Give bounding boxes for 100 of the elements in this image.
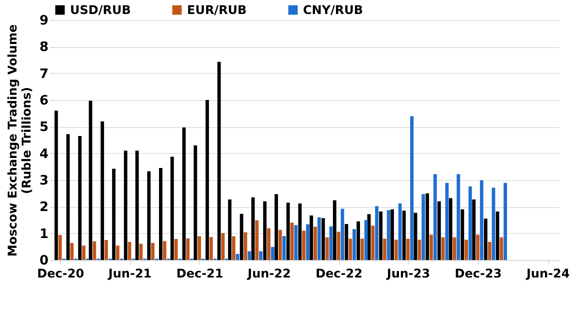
bar: [298, 203, 302, 260]
x-tick-label: Dec-20: [37, 266, 84, 280]
bar: [426, 193, 430, 260]
bar: [430, 234, 433, 260]
bar: [460, 209, 464, 260]
bar: [240, 214, 244, 260]
y-tick-label: 9: [39, 14, 48, 28]
y-tick-label: 8: [39, 40, 48, 56]
bar: [263, 201, 267, 260]
bar: [147, 171, 151, 260]
bar: [186, 238, 190, 260]
bar: [228, 199, 232, 260]
bar: [410, 116, 414, 260]
bar: [422, 194, 425, 260]
bar: [468, 186, 472, 260]
bar: [82, 246, 86, 260]
bar: [402, 210, 406, 260]
bar: [70, 242, 74, 260]
bar: [352, 229, 356, 260]
y-axis-title: Moscow Exchange Trading Volume (Ruble Trillions): [5, 24, 34, 257]
bar: [162, 241, 166, 260]
y-tick-label: 7: [39, 66, 48, 82]
bar: [321, 218, 325, 260]
legend-label: EUR/RUB: [187, 3, 247, 17]
bar: [217, 62, 221, 260]
bar: [356, 221, 360, 260]
bar: [364, 220, 368, 260]
legend-label: USD/RUB: [70, 3, 131, 17]
bar: [500, 237, 504, 260]
bar: [472, 199, 476, 260]
bar: [286, 202, 290, 260]
bar: [379, 211, 382, 260]
bar: [170, 156, 174, 260]
x-tick-label: Jun-21: [107, 266, 152, 280]
bar: [104, 240, 108, 260]
bar: [348, 238, 352, 260]
bar: [124, 150, 128, 260]
bar: [58, 234, 62, 260]
y-tick-label: 4: [39, 146, 48, 162]
legend-label: CNY/RUB: [303, 3, 364, 17]
bar: [456, 174, 460, 260]
bar: [306, 224, 310, 260]
bar: [248, 251, 252, 260]
bar: [255, 220, 259, 260]
bar: [480, 180, 484, 260]
bar: [112, 168, 116, 260]
bar: [433, 174, 437, 260]
bar: [386, 210, 390, 260]
bar: [206, 100, 209, 260]
bar: [151, 242, 154, 260]
x-tick-label: Dec-23: [454, 266, 502, 280]
bar: [174, 238, 178, 260]
x-tick-label: Jun-24: [525, 266, 570, 280]
bar: [116, 246, 120, 260]
bar: [78, 136, 82, 260]
bar: [504, 182, 508, 260]
bar: [302, 230, 306, 260]
bar: [317, 217, 321, 260]
bar: [488, 242, 492, 260]
bar: [92, 241, 96, 260]
bar: [278, 230, 282, 260]
y-tick-label: 3: [39, 174, 48, 188]
y-tick-label: 2: [39, 200, 48, 216]
bar: [209, 237, 213, 260]
bar: [445, 182, 449, 260]
bar: [325, 237, 329, 260]
bar: [310, 215, 314, 260]
bar: [139, 244, 143, 260]
bar: [394, 240, 398, 260]
bar: [418, 240, 422, 260]
y-tick-label: 5: [39, 120, 48, 136]
bar: [464, 240, 468, 260]
bar: [371, 226, 375, 260]
bar: [382, 238, 386, 260]
bar: [294, 225, 298, 260]
bar: [54, 110, 58, 260]
bar: [274, 194, 278, 260]
bar: [282, 236, 286, 260]
bar: [270, 246, 274, 260]
bar: [198, 236, 202, 260]
bar: [375, 206, 378, 260]
bar: [135, 150, 139, 260]
bar: [267, 228, 270, 260]
bar: [314, 226, 317, 260]
bar: [159, 168, 162, 260]
x-tick-label: Jun-23: [386, 266, 430, 280]
bar: [437, 201, 441, 260]
bar: [194, 145, 198, 260]
bar: [259, 251, 263, 260]
bar: [390, 209, 394, 260]
bar: [360, 238, 364, 260]
bar: [476, 234, 480, 260]
bar: [448, 198, 452, 260]
bar: [332, 200, 336, 260]
y-tick-label: 6: [39, 94, 48, 108]
bar: [232, 236, 236, 260]
bar: [340, 208, 344, 260]
y-tick-label: 0: [39, 254, 48, 268]
x-tick-label: Jun-22: [246, 266, 291, 280]
bar: [100, 121, 104, 260]
